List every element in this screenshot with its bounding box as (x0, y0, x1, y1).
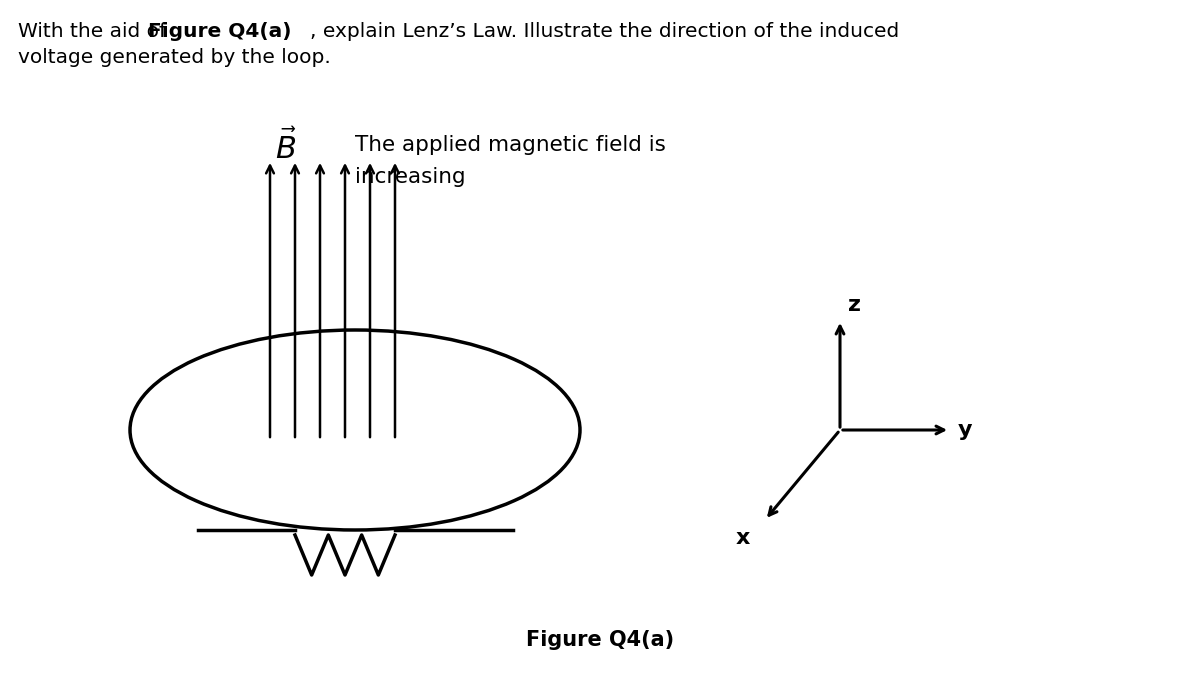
Text: y: y (958, 420, 972, 440)
Text: x: x (736, 528, 750, 548)
Text: Figure Q4(a): Figure Q4(a) (148, 22, 292, 41)
Text: The applied magnetic field is: The applied magnetic field is (355, 135, 666, 155)
Text: z: z (848, 295, 862, 315)
Text: $\vec{B}$: $\vec{B}$ (275, 129, 296, 165)
Text: Figure Q4(a): Figure Q4(a) (526, 630, 674, 650)
Text: With the aid of: With the aid of (18, 22, 173, 41)
Text: voltage generated by the loop.: voltage generated by the loop. (18, 48, 331, 67)
Text: , explain Lenz’s Law. Illustrate the direction of the induced: , explain Lenz’s Law. Illustrate the dir… (310, 22, 899, 41)
Text: increasing: increasing (355, 167, 466, 187)
